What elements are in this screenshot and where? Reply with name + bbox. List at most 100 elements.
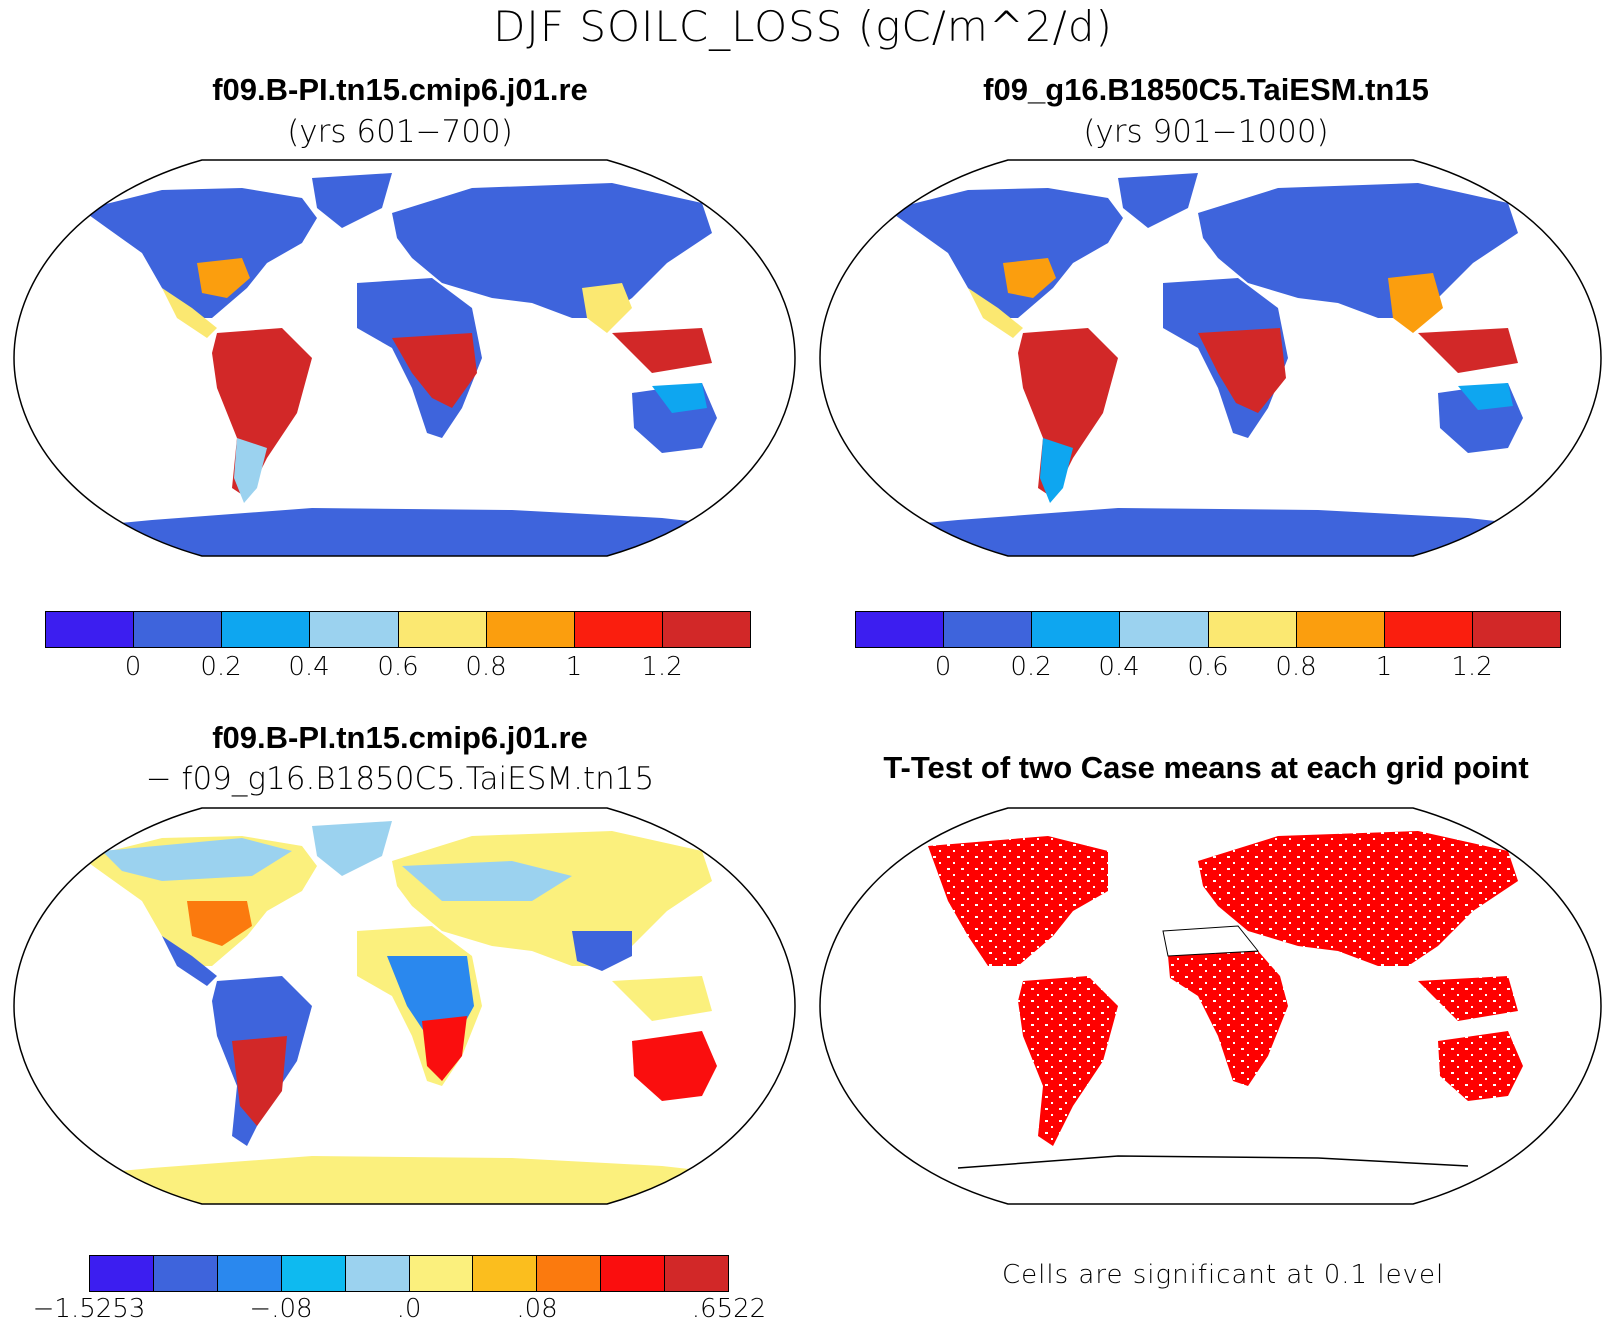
panel3-subtitle: − f09_g16.B1850C5.TaiESM.tn15 xyxy=(145,761,655,797)
colorbar-swatch xyxy=(486,612,575,647)
panel1-map xyxy=(13,159,796,557)
colorbar-swatch xyxy=(662,612,750,647)
colorbar-swatch xyxy=(398,612,487,647)
colorbar-tick-label: −1.5253 xyxy=(32,1294,146,1324)
south-america-south xyxy=(1040,438,1073,503)
colorbar-swatch xyxy=(90,1256,154,1291)
maritime-continent xyxy=(1418,328,1518,373)
central-america xyxy=(162,936,217,986)
colorbar-tick-label: 0.6 xyxy=(377,652,419,682)
eurasia-mid xyxy=(402,861,572,901)
australia xyxy=(632,1031,717,1101)
colorbar-tick-label: −.08 xyxy=(249,1294,313,1324)
panel1-title: f09.B-PI.tn15.cmip6.j01.re xyxy=(212,72,588,107)
colorbar-swatch xyxy=(134,612,223,647)
south-america-south xyxy=(234,438,267,503)
colorbar-tick-label: 0 xyxy=(934,652,952,682)
colorbar-swatch xyxy=(1120,612,1209,647)
colorbar-tick-label: 1.2 xyxy=(1451,652,1493,682)
south-america xyxy=(1018,328,1118,498)
colorbar-tick-label: .08 xyxy=(516,1294,558,1324)
colorbar-tick-label: 0.4 xyxy=(1098,652,1140,682)
antarctica-outline xyxy=(957,1155,1469,1169)
colorbar-swatch xyxy=(537,1256,602,1291)
colorbar-tick-label: 0.2 xyxy=(200,652,242,682)
north-america xyxy=(888,188,1123,318)
colorbar-tick-label: 0.8 xyxy=(465,652,507,682)
greenland xyxy=(312,173,392,228)
us-east xyxy=(1003,258,1056,298)
colorbar-tick-label: 0 xyxy=(124,652,142,682)
colorbar-tick-label: 1 xyxy=(565,652,583,682)
colorbar-swatch xyxy=(345,1256,410,1291)
australia-significant xyxy=(1438,1031,1523,1101)
antarctica xyxy=(820,508,1601,556)
us-east xyxy=(197,258,250,298)
panel4-map xyxy=(819,807,1602,1205)
colorbar-swatch xyxy=(281,1256,346,1291)
colorbar-swatch xyxy=(1208,612,1297,647)
central-america xyxy=(162,288,217,338)
colorbar-swatch xyxy=(46,612,135,647)
north-america xyxy=(82,188,317,318)
africa-central xyxy=(1198,328,1286,413)
australia-north xyxy=(652,383,707,413)
africa-central xyxy=(392,333,477,408)
colorbar-swatch xyxy=(217,1256,282,1291)
greenland xyxy=(1118,173,1198,228)
panel2-colorbar xyxy=(855,611,1561,648)
central-america xyxy=(968,288,1023,338)
colorbar-swatch xyxy=(473,1256,538,1291)
colorbar-swatch xyxy=(153,1256,218,1291)
colorbar-tick-label: 0.4 xyxy=(288,652,330,682)
colorbar-tick-label: .6522 xyxy=(691,1294,767,1324)
eurasia xyxy=(392,183,712,318)
colorbar-tick-label: 0.2 xyxy=(1010,652,1052,682)
panel1-colorbar xyxy=(45,611,751,648)
significance-note: Cells are significant at 0.1 level xyxy=(1002,1260,1445,1290)
panel2-title: f09_g16.B1850C5.TaiESM.tn15 xyxy=(983,72,1429,107)
colorbar-swatch xyxy=(409,1256,474,1291)
page-title: DJF SOILC_LOSS (gC/m^2/d) xyxy=(493,2,1113,51)
colorbar-tick-label: 0.8 xyxy=(1275,652,1317,682)
eurasia-significant xyxy=(1198,831,1518,966)
panel2-map xyxy=(819,159,1602,557)
panel3-colorbar xyxy=(89,1255,729,1292)
north-america-north xyxy=(102,838,292,881)
greenland xyxy=(312,821,392,876)
north-america-significant xyxy=(928,836,1108,966)
maritime-significant xyxy=(1418,976,1518,1021)
panel2-subtitle: (yrs 901−1000) xyxy=(1083,114,1329,150)
south-asia xyxy=(1388,273,1443,333)
panel3-title: f09.B-PI.tn15.cmip6.j01.re xyxy=(212,720,588,755)
panel4-title: T-Test of two Case means at each grid po… xyxy=(883,750,1529,785)
antarctica xyxy=(14,508,795,556)
colorbar-swatch xyxy=(665,1256,729,1291)
panel1-subtitle: (yrs 601−700) xyxy=(287,114,513,150)
colorbar-swatch xyxy=(944,612,1033,647)
colorbar-tick-label: 0.6 xyxy=(1187,652,1229,682)
australia-north xyxy=(1458,383,1513,410)
south-america-south xyxy=(232,1036,287,1126)
south-asia xyxy=(572,931,632,971)
colorbar-swatch xyxy=(1296,612,1385,647)
colorbar-tick-label: .0 xyxy=(396,1294,422,1324)
colorbar-tick-label: 1 xyxy=(1375,652,1393,682)
eurasia xyxy=(1198,183,1518,318)
colorbar-swatch xyxy=(1472,612,1560,647)
maritime-continent xyxy=(612,976,712,1021)
colorbar-swatch xyxy=(574,612,663,647)
colorbar-swatch xyxy=(310,612,399,647)
panel3-map xyxy=(13,807,796,1205)
us-east xyxy=(187,901,252,946)
south-america xyxy=(212,328,312,498)
maritime-continent xyxy=(612,328,712,373)
sahara-outline xyxy=(1162,925,1259,957)
africa-south xyxy=(422,1016,467,1081)
colorbar-swatch xyxy=(222,612,311,647)
colorbar-swatch xyxy=(1032,612,1121,647)
colorbar-swatch xyxy=(856,612,945,647)
south-asia xyxy=(582,283,632,333)
colorbar-tick-label: 1.2 xyxy=(641,652,683,682)
colorbar-swatch xyxy=(1384,612,1473,647)
